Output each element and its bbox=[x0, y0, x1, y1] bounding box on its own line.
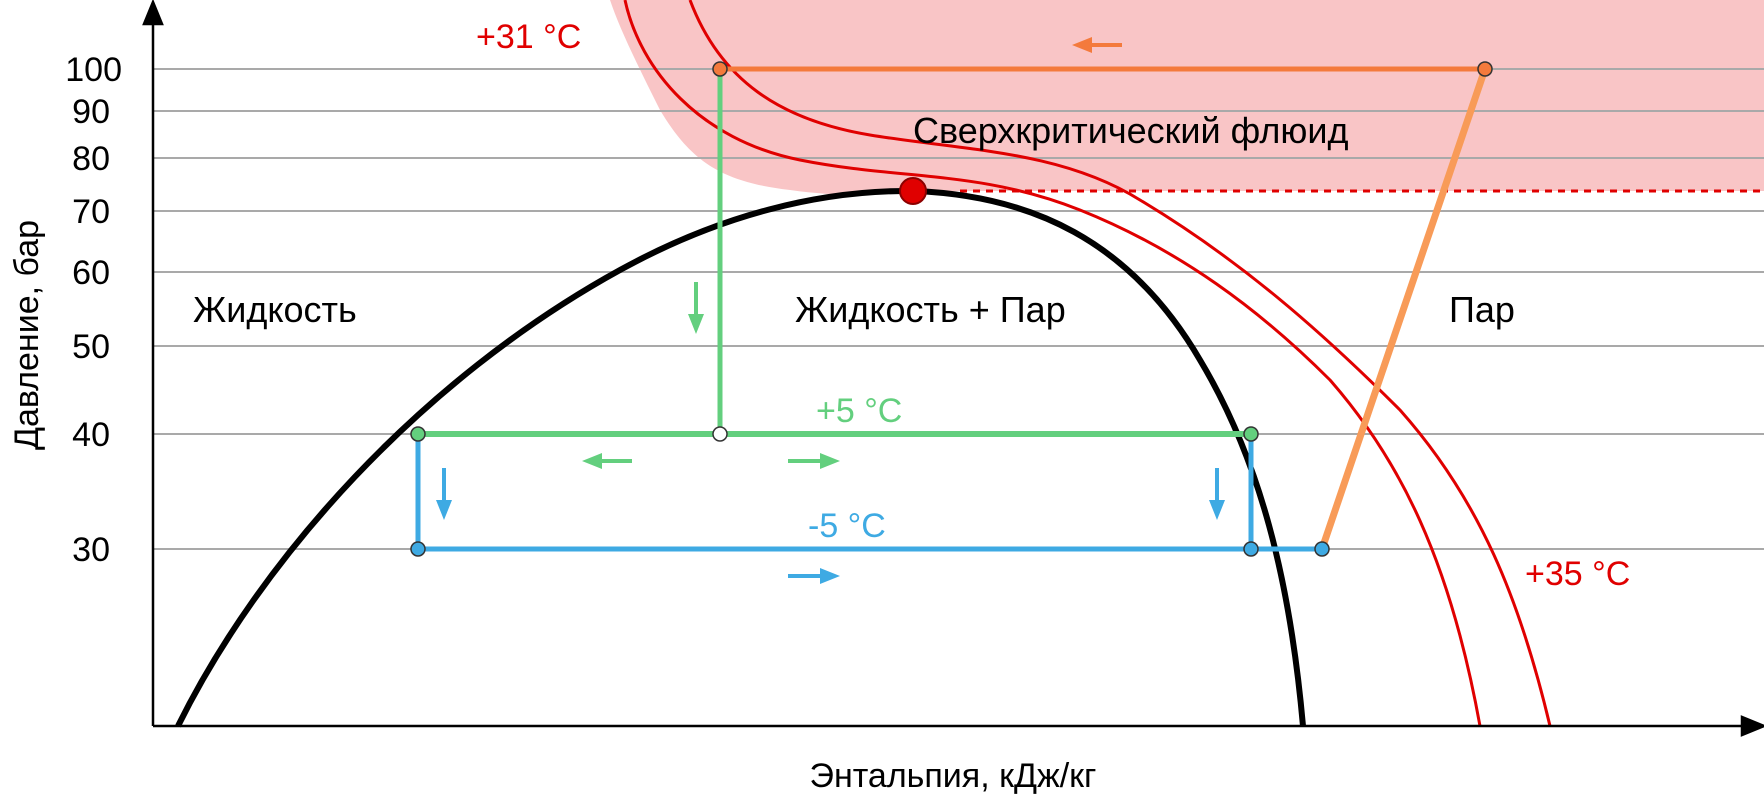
y-axis-label: Давление, бар bbox=[8, 220, 46, 450]
arrow-green-left bbox=[582, 453, 632, 469]
arrow-green-down bbox=[688, 282, 704, 334]
y-tick-label: 70 bbox=[72, 193, 110, 231]
x-axis-arrowhead bbox=[1740, 715, 1764, 737]
region-label-vapor: Пар bbox=[1449, 289, 1515, 330]
isotherm-31 bbox=[623, 0, 1482, 727]
point-green-right bbox=[1243, 426, 1259, 442]
arrow-orange-left bbox=[1072, 37, 1122, 53]
saturation-curve bbox=[175, 187, 1306, 728]
point-orange-left bbox=[712, 61, 728, 77]
x-axis-label: Энтальпия, кДж/кг bbox=[810, 757, 1097, 795]
arrow-blue-down-right bbox=[1209, 468, 1225, 520]
y-tick-label: 40 bbox=[72, 416, 110, 454]
point-green-left bbox=[410, 426, 426, 442]
critical-point bbox=[899, 177, 927, 205]
y-tick-label: 50 bbox=[72, 328, 110, 366]
isotherm-label-minus5: -5 °C bbox=[808, 507, 886, 545]
y-axis-arrowhead bbox=[142, 0, 164, 26]
y-tick-label: 100 bbox=[65, 51, 122, 89]
point-blue-mid bbox=[1243, 541, 1259, 557]
point-blue-right bbox=[1314, 541, 1330, 557]
isotherm-label-31: +31 °C bbox=[476, 18, 581, 56]
region-label-liquid: Жидкость bbox=[193, 289, 357, 330]
y-tick-label: 90 bbox=[72, 93, 110, 131]
point-orange-right bbox=[1477, 61, 1493, 77]
arrow-green-right bbox=[788, 453, 840, 469]
region-label-supercritical: Сверхкритический флюид bbox=[913, 110, 1349, 151]
point-green-mid bbox=[712, 426, 728, 442]
axes bbox=[142, 0, 1764, 737]
supercritical-region bbox=[610, 0, 1764, 195]
y-tick-label: 30 bbox=[72, 531, 110, 569]
y-tick-label: 60 bbox=[72, 254, 110, 292]
isotherm-35 bbox=[688, 0, 1552, 727]
arrow-blue-down-left bbox=[436, 468, 452, 520]
y-tick-label: 80 bbox=[72, 140, 110, 178]
isotherm-label-plus5: +5 °C bbox=[816, 392, 902, 430]
region-label-two-phase: Жидкость + Пар bbox=[795, 289, 1066, 330]
point-blue-left bbox=[410, 541, 426, 557]
isotherm-label-35: +35 °C bbox=[1525, 555, 1630, 593]
path-orange-diagonal bbox=[1318, 67, 1489, 551]
arrow-blue-right bbox=[788, 568, 840, 584]
